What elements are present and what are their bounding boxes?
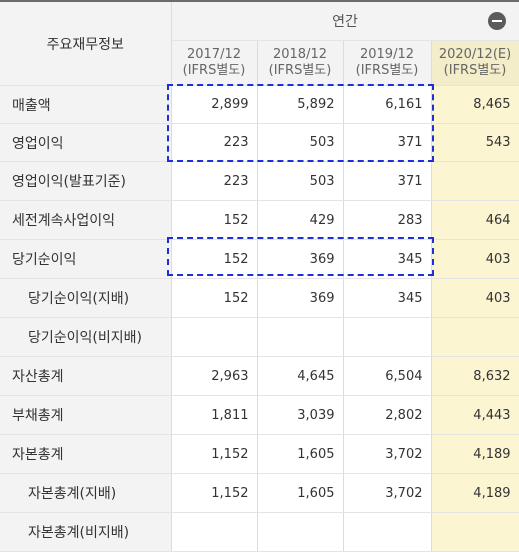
column-basis: (IFRS별도) xyxy=(268,63,332,78)
table-row-net-income-controlling: 당기순이익(지배) 152 369 345 403 xyxy=(0,278,519,318)
table-row-total-liabilities: 부채총계 1,811 3,039 2,802 4,443 xyxy=(0,395,519,435)
table-cell: 403 xyxy=(431,239,519,279)
table-row-pretax-income: 세전계속사업이익 152 429 283 464 xyxy=(0,200,519,240)
table-cell xyxy=(431,317,519,357)
column-year: 2018/12 xyxy=(272,47,327,62)
table-row-total-equity-controlling: 자본총계(지배) 1,152 1,605 3,702 4,189 xyxy=(0,473,519,513)
table-cell: 3,039 xyxy=(257,395,344,435)
table-cell: 4,443 xyxy=(431,395,519,435)
column-year: 2019/12 xyxy=(359,47,414,62)
row-label: 자본총계(지배) xyxy=(0,473,172,513)
table-cell: 6,504 xyxy=(343,356,432,396)
table-cell: 223 xyxy=(171,123,258,162)
table-cell: 4,645 xyxy=(257,356,344,396)
table-cell: 371 xyxy=(343,123,432,162)
table-cell: 3,702 xyxy=(343,473,432,513)
collapse-minus-icon[interactable] xyxy=(487,12,506,30)
row-label: 부채총계 xyxy=(0,395,172,435)
table-row-operating-profit: 영업이익 223 503 371 543 xyxy=(0,123,519,162)
table-cell xyxy=(431,161,519,201)
table-cell: 371 xyxy=(343,161,432,201)
table-cell xyxy=(171,317,258,357)
table-cell: 3,702 xyxy=(343,434,432,474)
table-cell: 503 xyxy=(257,161,344,201)
table-cell: 464 xyxy=(431,200,519,240)
table-row-net-income-noncontrolling: 당기순이익(비지배) xyxy=(0,317,519,357)
table-cell: 223 xyxy=(171,161,258,201)
column-basis: (IFRS별도) xyxy=(355,63,419,78)
column-header-2017: 2017/12 (IFRS별도) xyxy=(171,40,258,86)
table-cell: 369 xyxy=(257,239,344,279)
corner-header: 주요재무정보 xyxy=(0,0,172,86)
row-label: 자산총계 xyxy=(0,356,172,396)
column-basis: (IFRS별도) xyxy=(182,63,246,78)
table-cell xyxy=(343,317,432,357)
table-cell xyxy=(171,512,258,552)
table-cell: 8,465 xyxy=(431,85,519,124)
table-row-total-equity-noncontrolling: 자본총계(비지배) xyxy=(0,512,519,552)
table-cell: 6,161 xyxy=(343,85,432,124)
table-cell: 4,189 xyxy=(431,473,519,513)
table-row-revenue: 매출액 2,899 5,892 6,161 8,465 xyxy=(0,85,519,124)
row-label: 자본총계 xyxy=(0,434,172,474)
table-cell: 283 xyxy=(343,200,432,240)
table-cell: 2,899 xyxy=(171,85,258,124)
annual-period-header: 연간 xyxy=(171,0,519,41)
table-cell: 1,605 xyxy=(257,473,344,513)
table-cell: 1,811 xyxy=(171,395,258,435)
row-label: 영업이익(발표기준) xyxy=(0,161,172,201)
column-basis: (IFRS별도) xyxy=(443,63,507,78)
row-label: 영업이익 xyxy=(0,123,172,162)
row-label: 당기순이익(지배) xyxy=(0,278,172,318)
table-cell: 369 xyxy=(257,278,344,318)
row-label: 당기순이익 xyxy=(0,239,172,279)
table-cell: 403 xyxy=(431,278,519,318)
table-cell xyxy=(343,512,432,552)
column-year: 2020/12(E) xyxy=(438,47,512,62)
table-cell: 345 xyxy=(343,278,432,318)
row-label: 세전계속사업이익 xyxy=(0,200,172,240)
period-label: 연간 xyxy=(332,14,358,30)
table-cell: 1,605 xyxy=(257,434,344,474)
table-cell: 503 xyxy=(257,123,344,162)
table-cell: 2,802 xyxy=(343,395,432,435)
table-cell: 2,963 xyxy=(171,356,258,396)
table-cell: 429 xyxy=(257,200,344,240)
table-cell: 8,632 xyxy=(431,356,519,396)
table-cell: 4,189 xyxy=(431,434,519,474)
table-cell xyxy=(257,317,344,357)
column-header-2019: 2019/12 (IFRS별도) xyxy=(343,40,432,86)
column-header-2020e: 2020/12(E) (IFRS별도) xyxy=(431,40,519,86)
row-label: 자본총계(비지배) xyxy=(0,512,172,552)
table-cell: 543 xyxy=(431,123,519,162)
table-cell: 1,152 xyxy=(171,434,258,474)
table-cell: 152 xyxy=(171,239,258,279)
table-row-total-equity: 자본총계 1,152 1,605 3,702 4,189 xyxy=(0,434,519,474)
table-row-total-assets: 자산총계 2,963 4,645 6,504 8,632 xyxy=(0,356,519,396)
row-label: 매출액 xyxy=(0,85,172,124)
table-cell: 5,892 xyxy=(257,85,344,124)
row-label: 당기순이익(비지배) xyxy=(0,317,172,357)
table-cell: 152 xyxy=(171,200,258,240)
table-cell xyxy=(257,512,344,552)
table-row-net-income: 당기순이익 152 369 345 403 xyxy=(0,239,519,279)
table-cell: 152 xyxy=(171,278,258,318)
column-year: 2017/12 xyxy=(186,47,241,62)
table-cell: 1,152 xyxy=(171,473,258,513)
table-cell: 345 xyxy=(343,239,432,279)
table-cell xyxy=(431,512,519,552)
table-row-operating-profit-reported: 영업이익(발표기준) 223 503 371 xyxy=(0,161,519,201)
column-header-2018: 2018/12 (IFRS별도) xyxy=(257,40,344,86)
